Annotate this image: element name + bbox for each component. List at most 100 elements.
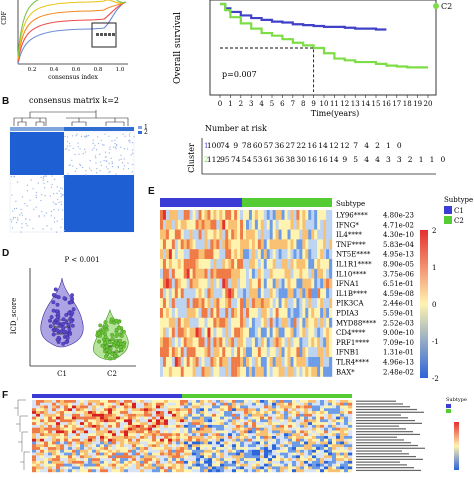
f-heatmap-cell [188,466,193,470]
f-heatmap-cell [80,469,85,473]
f-heatmap-cell [264,413,269,417]
f-heatmap-cell [140,449,145,453]
f-heatmap-cell [204,424,209,428]
f-heatmap-cell [32,411,37,415]
f-heatmap-cell [84,416,89,420]
heatmap-cell [204,249,208,260]
f-heatmap-cell [32,452,37,456]
f-heatmap-cell [208,441,213,445]
heatmap-cell [302,366,306,377]
heatmap-cell [225,239,229,250]
f-heatmap-cell [76,463,81,467]
violin-point-c2 [101,328,106,333]
heatmap-cell [189,298,193,309]
f-heatmap-cell [132,405,137,409]
f-heatmap-cell [280,422,285,426]
f-heatmap-cell [312,408,317,412]
panel-letter-e: E [148,186,155,197]
f-heatmap-cell [104,430,109,434]
f-heatmap-cell [204,460,209,464]
heatmap-cell [248,219,253,230]
f-heatmap-cell [340,400,345,403]
f-heatmap-cell [300,411,305,415]
consensus-speckle-cell [100,139,102,142]
f-heatmap-cell [252,405,257,409]
f-heatmap-cell [172,441,177,445]
survival-xtick-label: 11 [330,100,339,108]
heatmap-cell [189,210,193,220]
f-heatmap-cell [148,405,153,409]
f-heatmap-cell [56,413,61,417]
survival-pvalue: p=0.007 [222,70,257,79]
f-heatmap-cell [300,441,305,445]
heatmap-cell [248,317,253,328]
f-heatmap-cell [80,436,85,439]
f-heatmap-cell [32,466,37,470]
heatmap-cell [219,268,223,279]
f-heatmap-cell [204,449,209,453]
heatmap-cell [219,210,223,220]
heatmap-cell [293,219,297,230]
f-heatmap-cell [96,405,101,409]
consensus-speckle-cell [116,137,118,139]
consensus-speckle-cell [19,214,21,216]
heatmap-cell [254,288,259,299]
f-heatmap-cell [332,416,337,420]
consensus-speckle-cell [99,153,101,155]
heatmap-cell [317,347,321,358]
f-heatmap-cell [252,402,257,406]
f-heatmap-cell [156,405,161,409]
f-heatmap-cell [224,469,229,473]
f-heatmap-cell [252,444,257,448]
f-heatmap-cell [348,436,353,439]
violin-point-c2 [107,340,112,345]
heatmap-cell [207,347,211,358]
heatmap-cell [326,249,330,260]
f-heatmap-cell [268,449,273,453]
f-heatmap-cell [264,436,269,439]
heatmap-cell [162,249,167,260]
heatmap-cell [168,239,173,250]
f-heatmap-cell [264,463,269,467]
f-heatmap-cell [232,458,237,462]
heatmap-cell [317,259,321,269]
f-heatmap-cell [80,400,85,403]
f-heatmap-cell [192,416,197,420]
f-heatmap-cell [128,438,133,442]
f-heatmap-cell [40,463,45,467]
consensus-speckle-cell [106,160,108,163]
heatmap-cell [269,317,273,328]
f-heatmap-cell [68,433,73,437]
f-heatmap-cell [180,469,185,473]
f-heatmap-cell [224,400,229,403]
f-heatmap-cell [48,416,53,420]
f-heatmap-cell [288,413,293,417]
f-heatmap-cell [248,402,253,406]
f-heatmap-cell [44,447,49,451]
heatmap-cell [243,219,247,230]
risk-cell: 9 [233,141,238,150]
heatmap-cell [222,239,226,250]
f-heatmap-cell [84,438,89,442]
f-heatmap-cell [76,419,81,423]
risk-cell: 0 [397,141,402,150]
f-heatmap-cell [92,449,97,453]
f-row-label-placeholder [356,439,404,441]
f-heatmap-cell [120,436,125,439]
consensus-speckle-cell [42,177,45,179]
f-heatmap-cell [196,400,201,403]
heatmap-cell [222,298,226,309]
f-heatmap-cell [48,469,53,473]
f-heatmap-cell [272,427,277,431]
f-heatmap-cell [48,449,53,453]
f-heatmap-cell [260,408,265,412]
f-heatmap-cell [124,458,129,462]
violin-xlabel-c1: C1 [57,370,67,378]
violin-point-c2 [114,318,119,323]
f-heatmap-cell [188,405,193,409]
f-heatmap-cell [192,441,197,445]
f-heatmap-cell [324,422,329,426]
f-heatmap-cell [304,469,309,473]
consensus-speckle-cell [61,188,63,190]
f-heatmap-cell [292,444,297,448]
